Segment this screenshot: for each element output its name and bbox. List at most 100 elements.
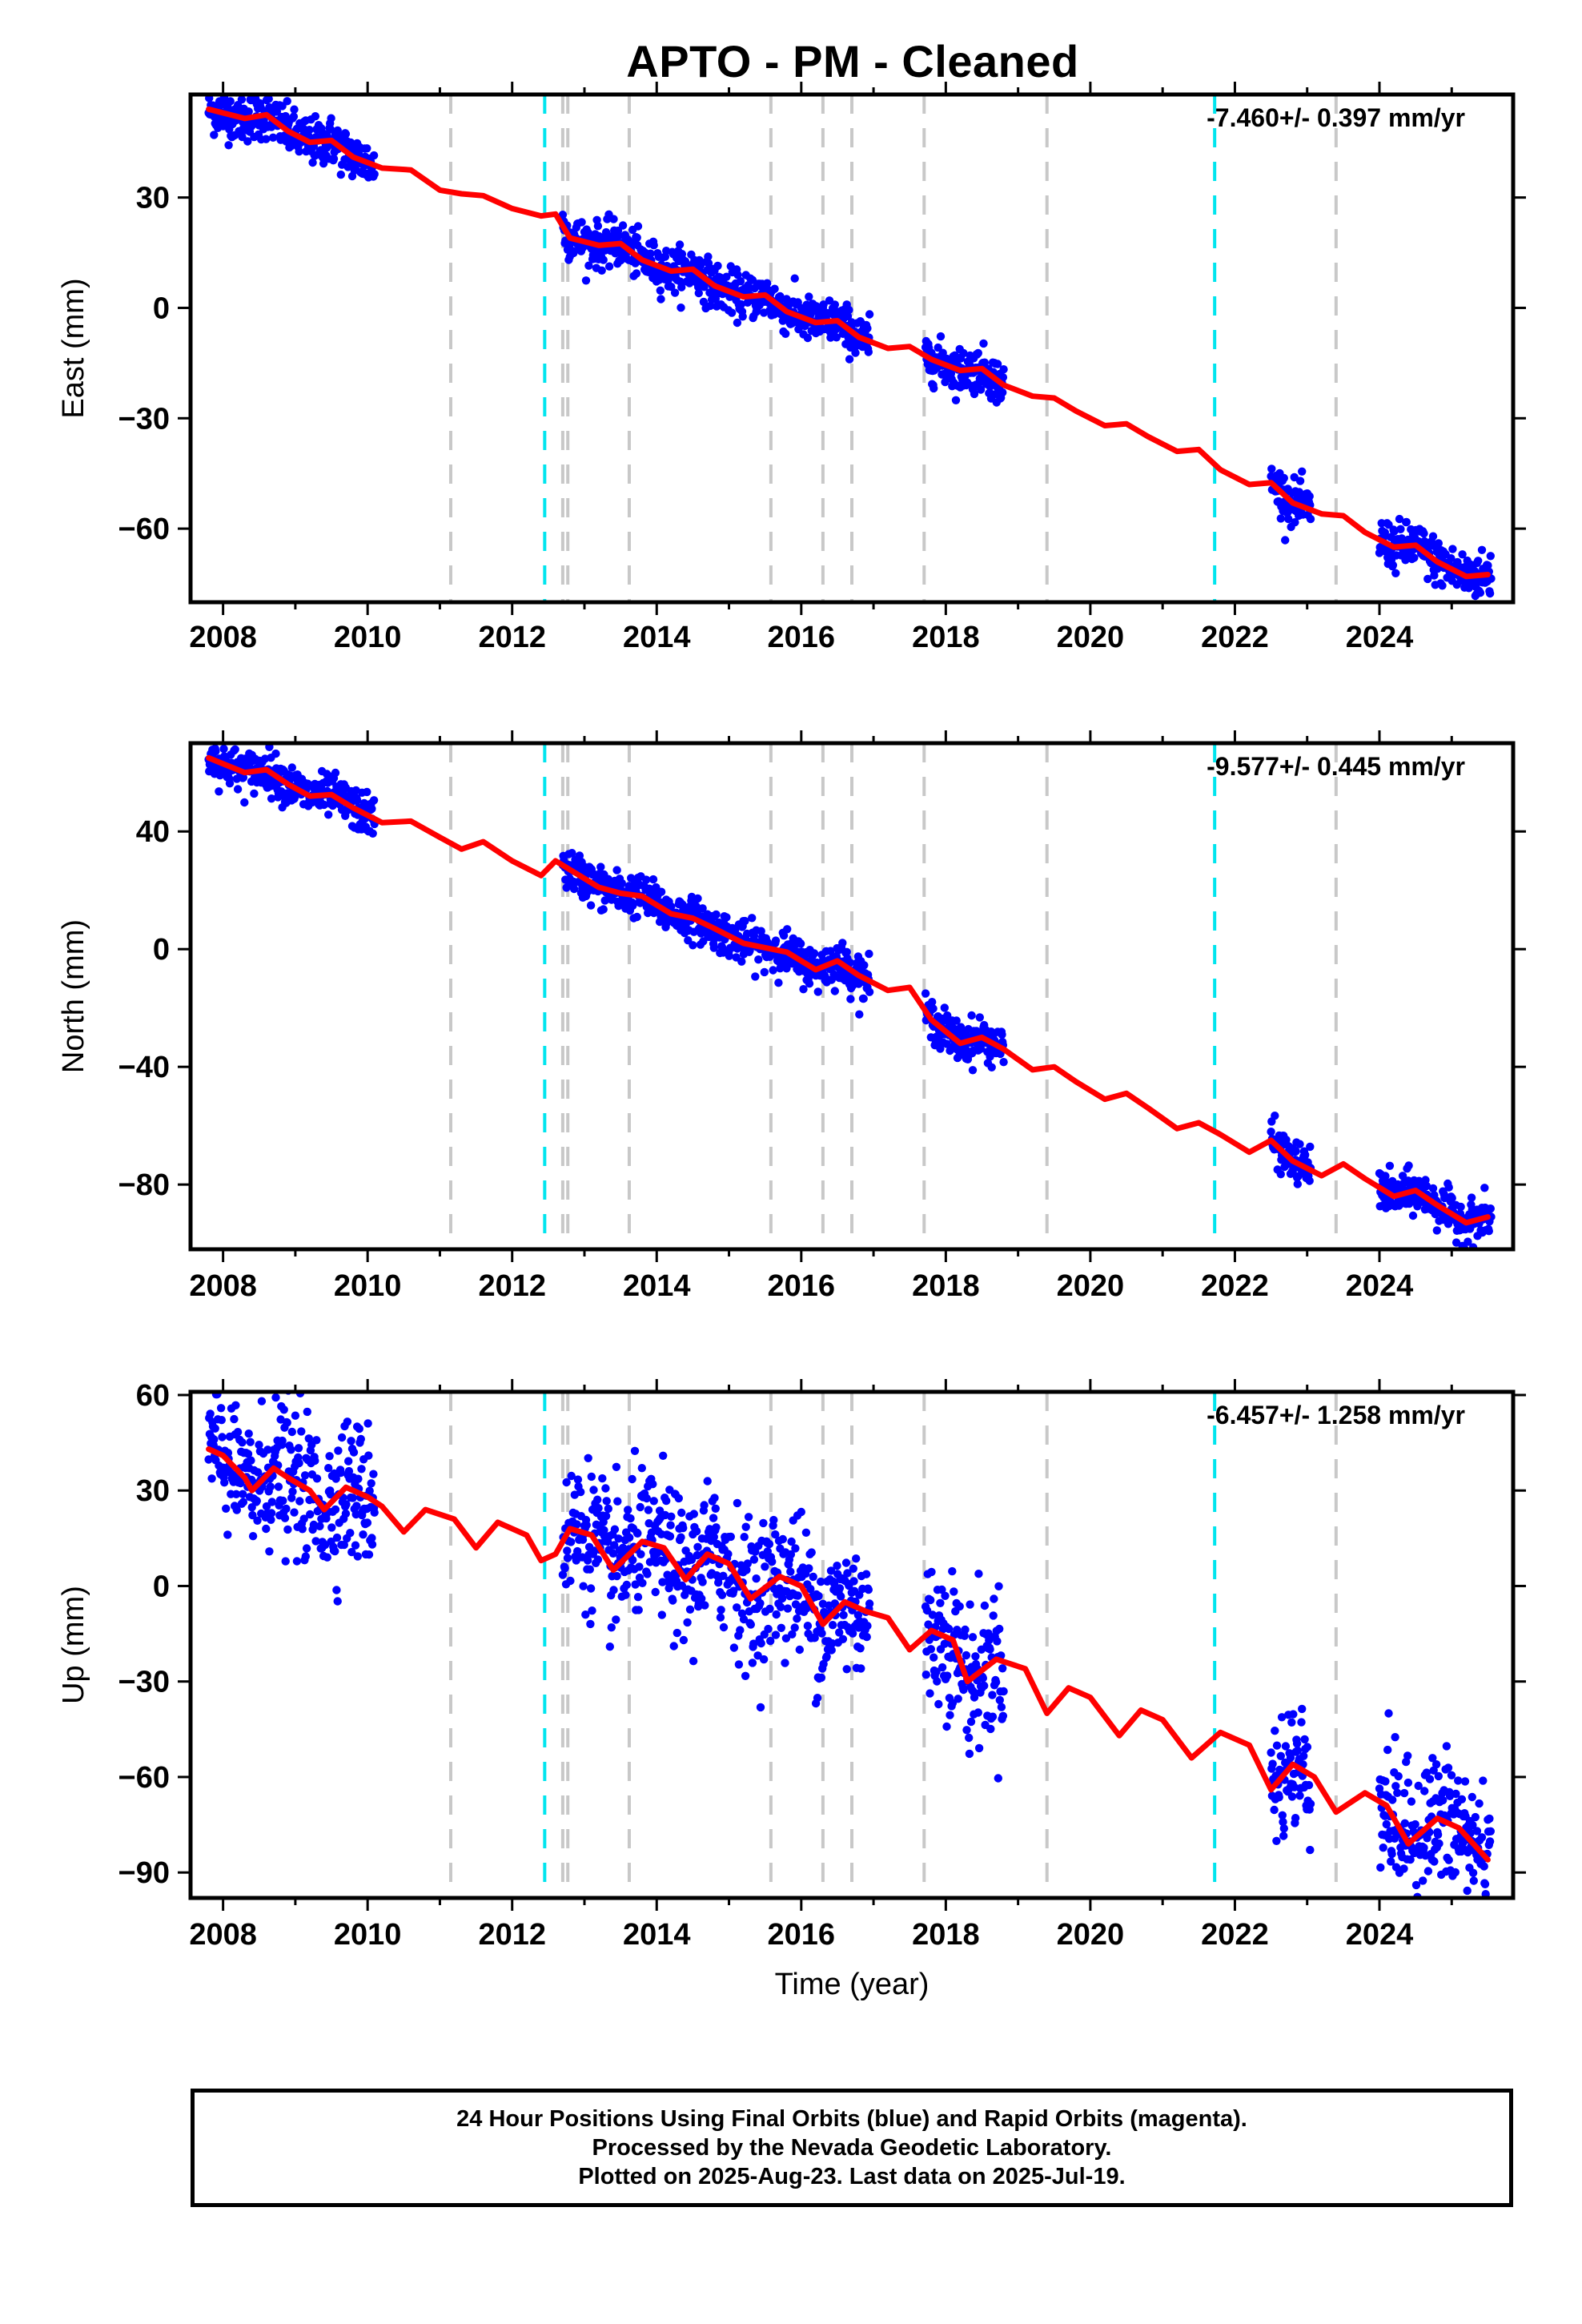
up-point-0-258 (344, 1457, 353, 1466)
north-point-0-292 (363, 787, 371, 797)
up-point-4-127 (1443, 1763, 1453, 1772)
up-point-1-134 (631, 1580, 640, 1589)
up-xtick-label-4: 2016 (768, 1918, 836, 1952)
east-xtick-label-5: 2018 (912, 621, 980, 654)
up-point-1-360 (753, 1651, 762, 1660)
east-point-0-192 (308, 158, 317, 167)
up-point-0-237 (332, 1533, 342, 1542)
up-point-4-76 (1416, 1924, 1424, 1932)
east-point-1-216 (675, 240, 685, 249)
north-point-1-70 (596, 862, 605, 871)
up-point-1-564 (864, 1585, 873, 1594)
up-point-2-125 (989, 1611, 998, 1620)
up-point-0-293 (363, 1518, 372, 1527)
up-point-2-70 (959, 1685, 968, 1695)
up-point-4-186 (1476, 1904, 1484, 1912)
up-point-0-196 (311, 1456, 319, 1466)
up-point-2-99 (974, 1743, 984, 1753)
north-point-1-388 (769, 966, 777, 975)
east-point-4-37 (1395, 514, 1404, 524)
up-point-2-106 (978, 1674, 988, 1683)
up-point-1-9 (563, 1554, 572, 1562)
up-point-3-67 (1303, 1743, 1312, 1751)
footer-line-2: Processed by the Nevada Geodetic Laborat… (592, 2135, 1112, 2161)
up-point-3-18 (1276, 1751, 1286, 1760)
east-point-1-250 (694, 283, 703, 292)
up-point-0-78 (247, 1456, 255, 1465)
up-point-1-116 (621, 1590, 630, 1599)
east-rate-label: -7.460+/- 0.397 mm/yr (1207, 103, 1465, 132)
up-point-2-134 (994, 1774, 1003, 1783)
east-ytick-label-2: −30 (118, 402, 170, 436)
north-ytick-label-2: −40 (118, 1051, 170, 1084)
up-point-0-187 (306, 1510, 315, 1519)
up-point-1-123 (625, 1533, 634, 1542)
east-point-1-94 (609, 215, 618, 223)
up-point-1-57 (589, 1486, 598, 1494)
north-point-0-303 (368, 829, 377, 838)
north-point-0-301 (367, 804, 376, 814)
up-point-2-49 (948, 1566, 957, 1576)
up-point-3-10 (1272, 1836, 1281, 1845)
east-point-1-268 (704, 252, 713, 261)
up-point-1-84 (604, 1504, 612, 1514)
east-point-0-111 (264, 94, 273, 103)
up-point-1-8 (563, 1546, 572, 1555)
up-point-2-31 (938, 1663, 947, 1672)
north-point-1-516 (838, 939, 847, 947)
north-point-1-408 (779, 931, 789, 940)
up-point-2-81 (965, 1749, 974, 1759)
east-point-1-562 (863, 324, 872, 333)
up-point-4-29 (1391, 1733, 1399, 1742)
up-point-0-77 (246, 1437, 255, 1446)
up-point-1-205 (669, 1642, 678, 1651)
up-point-1-549 (856, 1644, 865, 1653)
up-point-4-128 (1444, 1856, 1453, 1864)
up-point-0-50 (231, 1401, 240, 1409)
east-point-1-207 (670, 288, 680, 297)
north-point-3-40 (1288, 1167, 1297, 1176)
east-point-1-162 (646, 249, 655, 258)
up-point-0-275 (353, 1552, 362, 1561)
up-point-3-11 (1272, 1741, 1282, 1750)
up-point-1-144 (636, 1550, 645, 1558)
up-point-2-142 (998, 1664, 1007, 1673)
up-point-0-297 (365, 1486, 374, 1495)
up-point-1-171 (651, 1587, 660, 1597)
up-point-1-518 (839, 1610, 848, 1619)
up-point-2-24 (934, 1699, 943, 1709)
east-point-4-189 (1477, 545, 1487, 554)
up-point-3-7 (1271, 1727, 1279, 1735)
up-point-1-341 (743, 1559, 752, 1568)
up-point-0-171 (297, 1427, 306, 1436)
east-point-1-139 (633, 222, 643, 231)
up-point-1-339 (742, 1566, 751, 1574)
north-point-2-119 (986, 1052, 994, 1061)
north-point-3-28 (1282, 1136, 1291, 1144)
up-point-4-90 (1423, 1867, 1433, 1876)
up-point-1-392 (771, 1530, 780, 1539)
up-point-4-7 (1379, 1844, 1387, 1852)
north-point-1-502 (830, 987, 840, 995)
north-point-2-87 (968, 1066, 978, 1075)
north-point-0-54 (233, 785, 243, 794)
north-point-1-17 (568, 849, 576, 858)
up-point-0-136 (278, 1436, 287, 1445)
up-point-0-268 (349, 1448, 359, 1457)
up-point-3-39 (1287, 1792, 1297, 1801)
east-panel: 2008 2010 2012 2014 2016 2018 2020 2022 2024 30 0 −… (57, 82, 1526, 654)
east-point-1-526 (843, 312, 853, 321)
up-point-0-256 (343, 1417, 352, 1426)
up-point-4-105 (1431, 1760, 1441, 1769)
up-point-1-200 (667, 1512, 676, 1521)
up-point-1-405 (777, 1594, 787, 1603)
up-point-1-415 (783, 1604, 793, 1613)
up-point-0-300 (367, 1479, 375, 1488)
up-point-4-45 (1399, 1864, 1408, 1873)
north-point-1-372 (760, 967, 769, 977)
up-point-1-139 (633, 1593, 643, 1602)
up-point-4-66 (1411, 1819, 1419, 1829)
up-point-1-219 (677, 1508, 686, 1518)
east-point-0-61 (237, 95, 247, 104)
up-point-0-304 (369, 1470, 378, 1478)
